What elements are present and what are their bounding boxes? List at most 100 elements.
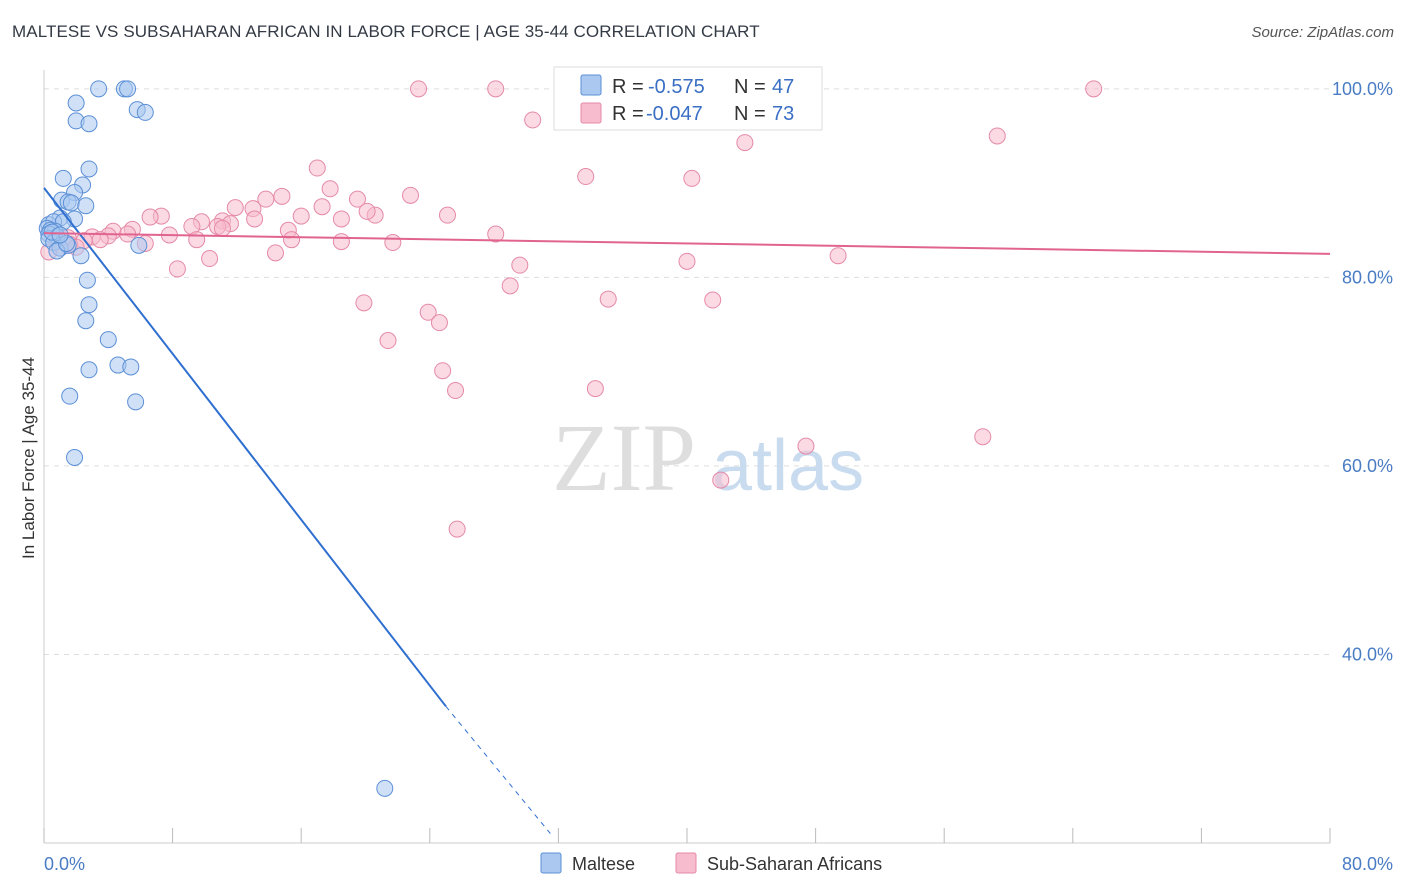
point-ssa xyxy=(332,233,350,251)
point-ssa xyxy=(511,256,529,274)
point-ssa xyxy=(226,199,244,217)
point-ssa xyxy=(313,198,331,216)
chart-title: MALTESE VS SUBSAHARAN AFRICAN IN LABOR F… xyxy=(12,22,760,41)
x-axis-ticks xyxy=(43,828,1331,843)
point-ssa xyxy=(188,231,206,249)
point-maltese xyxy=(130,236,148,254)
y-tick-label: 40.0% xyxy=(1342,644,1393,664)
stats-legend-box: R = -0.575 N = 47 R = -0.047 N = 73 xyxy=(553,66,823,131)
point-ssa xyxy=(712,471,730,489)
point-ssa xyxy=(384,234,402,252)
point-maltese xyxy=(80,361,98,379)
stats-n-value-maltese: 47 xyxy=(772,76,794,98)
point-ssa xyxy=(419,303,437,321)
point-ssa xyxy=(273,187,291,205)
point-ssa xyxy=(430,314,448,332)
point-maltese xyxy=(66,448,84,466)
legend-swatch-ssa[interactable] xyxy=(675,852,697,874)
y-tick-label: 80.0% xyxy=(1342,267,1393,287)
watermark-atlas: atlas xyxy=(712,426,864,506)
trend-line-maltese-extension xyxy=(445,705,551,834)
point-ssa xyxy=(168,260,186,278)
source-credit[interactable]: Source: ZipAtlas.com xyxy=(1251,24,1394,41)
point-maltese xyxy=(376,779,394,797)
point-ssa xyxy=(213,219,231,237)
point-ssa xyxy=(524,111,542,129)
stats-n-value-ssa: 73 xyxy=(772,103,794,125)
point-ssa xyxy=(599,290,617,308)
point-maltese xyxy=(119,80,137,98)
trend-line-ssa xyxy=(43,232,1331,255)
point-ssa xyxy=(402,186,420,204)
point-ssa xyxy=(332,210,350,228)
point-ssa xyxy=(141,208,159,226)
legend-swatch-maltese[interactable] xyxy=(540,852,562,874)
point-ssa xyxy=(501,277,519,295)
point-ssa xyxy=(308,159,326,177)
watermark: ZIP atlas xyxy=(552,404,864,511)
point-maltese xyxy=(61,387,79,405)
point-ssa xyxy=(829,247,847,265)
point-maltese xyxy=(62,194,80,212)
point-ssa xyxy=(246,210,264,228)
point-ssa xyxy=(283,231,301,249)
x-tick-label-min: 0.0% xyxy=(44,854,85,874)
stats-r-label-ssa: R = xyxy=(612,103,644,125)
point-ssa xyxy=(797,437,815,455)
stats-r-value-ssa: -0.047 xyxy=(646,103,703,125)
point-ssa xyxy=(736,134,754,152)
point-maltese xyxy=(80,115,98,133)
stats-r-label-maltese: R = xyxy=(612,76,644,98)
point-maltese xyxy=(127,393,145,411)
point-maltese xyxy=(136,103,154,121)
point-ssa xyxy=(683,169,701,187)
point-maltese xyxy=(77,197,95,215)
point-ssa xyxy=(266,244,284,262)
point-maltese xyxy=(72,247,90,265)
point-ssa xyxy=(586,380,604,398)
point-ssa xyxy=(704,291,722,309)
point-maltese xyxy=(122,358,140,376)
point-ssa xyxy=(1085,80,1103,98)
point-ssa xyxy=(321,180,339,198)
point-ssa xyxy=(448,520,466,538)
point-ssa xyxy=(988,127,1006,145)
point-ssa xyxy=(678,252,696,270)
stats-n-label-maltese: N = xyxy=(734,76,766,98)
point-ssa xyxy=(257,190,275,208)
point-maltese xyxy=(77,312,95,330)
point-ssa xyxy=(292,207,310,225)
y-tick-label: 60.0% xyxy=(1342,456,1393,476)
y-axis-title: In Labor Force | Age 35-44 xyxy=(19,357,38,559)
point-ssa xyxy=(358,202,376,220)
point-ssa xyxy=(379,332,397,350)
y-tick-labels: 40.0% 60.0% 80.0% 100.0% xyxy=(1332,79,1393,665)
point-maltese xyxy=(80,160,98,178)
trend-line-maltese xyxy=(43,187,447,707)
point-ssa xyxy=(577,168,595,186)
point-maltese xyxy=(54,169,72,187)
point-maltese xyxy=(78,271,96,289)
point-ssa xyxy=(487,225,505,243)
y-tick-label: 100.0% xyxy=(1332,79,1393,99)
legend-label-maltese[interactable]: Maltese xyxy=(572,854,635,874)
x-tick-label-max: 80.0% xyxy=(1342,854,1393,874)
legend-label-ssa[interactable]: Sub-Saharan Africans xyxy=(707,854,882,874)
point-ssa xyxy=(447,382,465,400)
trend-lines xyxy=(43,187,1331,834)
stats-swatch-ssa xyxy=(580,102,602,124)
point-ssa xyxy=(355,294,373,312)
point-ssa xyxy=(201,250,219,268)
point-ssa xyxy=(434,362,452,380)
stats-r-value-maltese: -0.575 xyxy=(648,76,705,98)
point-ssa xyxy=(348,190,366,208)
watermark-zip: ZIP xyxy=(552,404,696,511)
stats-swatch-maltese xyxy=(580,74,602,96)
point-ssa xyxy=(438,206,456,224)
point-maltese xyxy=(67,94,85,112)
point-ssa xyxy=(410,80,428,98)
series-maltese-points xyxy=(38,80,394,797)
point-ssa xyxy=(974,428,992,446)
stats-n-label-ssa: N = xyxy=(734,103,766,125)
